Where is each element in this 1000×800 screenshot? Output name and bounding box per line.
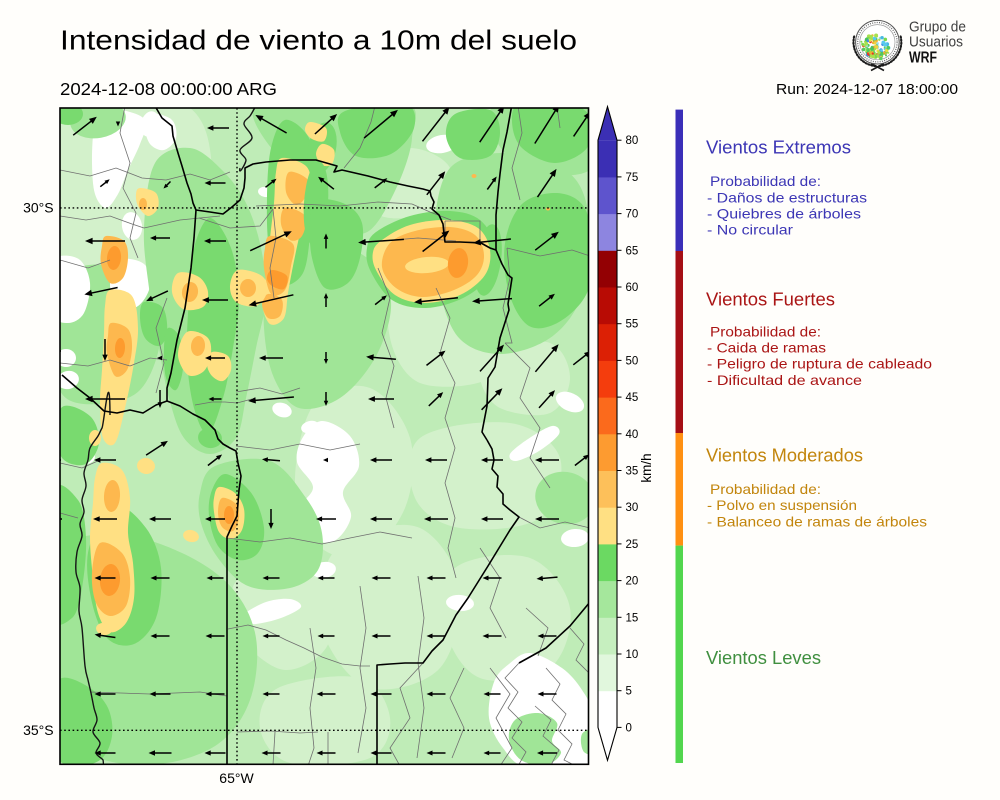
svg-text:Intensidad de viento a 10m del: Intensidad de viento a 10m del suelo [60, 25, 577, 56]
svg-text:- No circular: - No circular [707, 221, 793, 237]
svg-text:55: 55 [626, 319, 639, 331]
svg-text:Probabilidad de:: Probabilidad de: [710, 481, 821, 497]
svg-text:km/h: km/h [639, 453, 654, 482]
svg-text:60: 60 [626, 282, 639, 294]
svg-text:- Dificultad de avance: - Dificultad de avance [707, 372, 862, 388]
svg-text:70: 70 [626, 209, 639, 221]
svg-text:- Peligro de ruptura de cablea: - Peligro de ruptura de cableado [707, 356, 932, 372]
svg-text:30: 30 [626, 502, 639, 514]
svg-text:WRF: WRF [909, 50, 937, 67]
svg-text:0: 0 [626, 722, 632, 734]
svg-text:15: 15 [626, 612, 639, 624]
svg-text:75: 75 [626, 172, 639, 184]
svg-text:- Polvo en suspensión: - Polvo en suspensión [707, 497, 857, 513]
svg-text:Vientos Moderados: Vientos Moderados [706, 446, 863, 466]
svg-text:65: 65 [626, 245, 639, 257]
svg-text:- Balanceo de ramas de árboles: - Balanceo de ramas de árboles [707, 513, 927, 529]
svg-text:- Daños de estructuras: - Daños de estructuras [707, 189, 867, 205]
svg-text:20: 20 [626, 576, 639, 588]
svg-text:Vientos Leves: Vientos Leves [706, 648, 821, 668]
svg-text:30°S: 30°S [23, 200, 54, 216]
svg-text:25: 25 [626, 539, 639, 551]
svg-text:2024-12-08 00:00:00 ARG: 2024-12-08 00:00:00 ARG [60, 79, 277, 99]
svg-text:Probabilidad de:: Probabilidad de: [710, 173, 821, 189]
svg-text:40: 40 [626, 429, 639, 441]
svg-text:- Caida de ramas: - Caida de ramas [707, 340, 826, 356]
svg-text:35°S: 35°S [23, 722, 54, 738]
svg-text:35: 35 [626, 466, 639, 478]
svg-text:- Quiebres de árboles: - Quiebres de árboles [707, 206, 861, 222]
svg-text:50: 50 [626, 355, 639, 367]
svg-text:10: 10 [626, 649, 639, 661]
svg-text:Probabilidad de:: Probabilidad de: [710, 324, 821, 340]
svg-text:45: 45 [626, 392, 639, 404]
svg-text:65°W: 65°W [219, 770, 254, 786]
svg-text:Run: 2024-12-07 18:00:00: Run: 2024-12-07 18:00:00 [776, 82, 958, 98]
svg-text:80: 80 [626, 135, 639, 147]
svg-text:5: 5 [626, 686, 632, 698]
svg-text:Vientos Fuertes: Vientos Fuertes [706, 290, 835, 310]
svg-text:Grupo de: Grupo de [909, 20, 966, 36]
svg-text:Usuarios: Usuarios [909, 35, 963, 51]
svg-text:Vientos Extremos: Vientos Extremos [706, 138, 851, 158]
